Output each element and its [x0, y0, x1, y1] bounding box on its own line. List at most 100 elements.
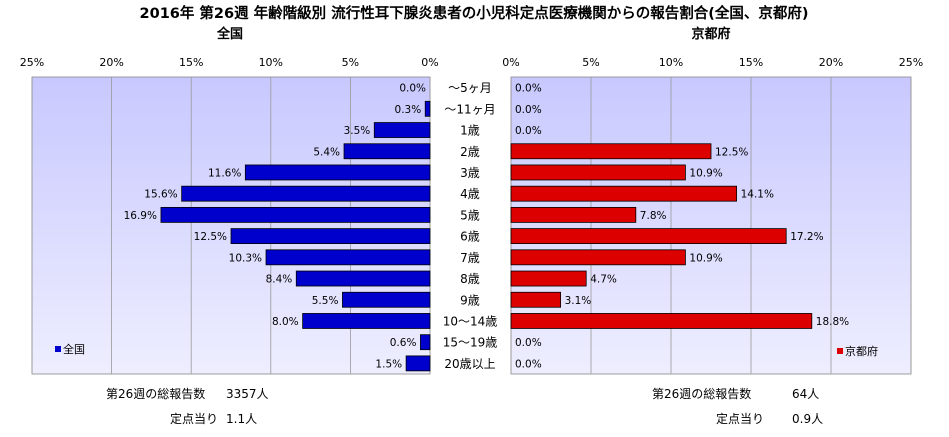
category-label: 7歳	[460, 251, 480, 265]
data-label-left: 8.0%	[272, 316, 299, 328]
category-label: 3歳	[460, 166, 480, 180]
total-value-left: 3357人	[226, 387, 269, 401]
bar-right	[510, 270, 587, 287]
data-label-right: 18.8%	[816, 316, 849, 328]
category-label: 9歳	[460, 293, 480, 307]
total-value-right: 64人	[792, 387, 819, 401]
tick-label-right: 25%	[899, 56, 923, 69]
bar-right	[510, 143, 712, 160]
panel-title-left: 全国	[216, 26, 243, 42]
legend-swatch-right	[837, 348, 843, 354]
category-label: 15～19歳	[443, 336, 498, 350]
data-label-left: 10.3%	[229, 252, 262, 264]
category-label: 8歳	[460, 272, 480, 286]
tick-label-left: 20%	[99, 56, 123, 69]
data-label-right: 0.0%	[515, 358, 542, 370]
bar-left	[302, 313, 431, 329]
bar-right	[510, 291, 561, 308]
tick-label-right: 15%	[739, 56, 763, 69]
bar-left	[244, 164, 431, 181]
bar-left	[230, 228, 431, 245]
bar-left	[420, 334, 431, 351]
data-label-left: 0.6%	[390, 337, 417, 349]
category-label: 4歳	[460, 187, 480, 201]
category-label: 1歳	[460, 124, 480, 138]
category-label: 20歳以上	[444, 357, 495, 371]
tick-label-right: 20%	[819, 56, 843, 69]
category-label: 2歳	[460, 145, 480, 159]
ticks-left: 25% 20% 15% 10% 5% 0%	[20, 56, 439, 69]
category-label: 10～14歳	[443, 314, 498, 328]
bar-right	[510, 228, 787, 245]
legend-label-right: 京都府	[845, 344, 878, 358]
category-label: 5歳	[460, 208, 480, 222]
legend-swatch-left	[55, 346, 61, 352]
bar-right	[510, 313, 813, 329]
data-label-left: 8.4%	[266, 274, 293, 286]
ticks-right: 0% 5% 10% 15% 20% 25%	[502, 56, 923, 69]
data-label-right: 7.8%	[640, 210, 667, 222]
data-label-left: 5.5%	[312, 295, 339, 307]
tick-label-left: 0%	[421, 56, 438, 69]
data-label-right: 17.2%	[790, 231, 823, 243]
data-label-left: 12.5%	[194, 231, 227, 243]
bar-left	[405, 355, 431, 372]
plot-area-left	[31, 76, 431, 375]
data-label-left: 3.5%	[344, 125, 371, 137]
data-label-right: 3.1%	[565, 295, 592, 307]
tick-label-right: 5%	[582, 56, 599, 69]
category-label: 6歳	[460, 230, 480, 244]
data-label-left: 5.4%	[313, 146, 340, 158]
tick-label-left: 15%	[179, 56, 203, 69]
bar-left	[342, 291, 431, 308]
chart-title: 2016年 第26週 年齢階級別 流行性耳下腺炎患者の小児科定点医療機関からの報…	[140, 4, 809, 22]
tick-label-left: 10%	[259, 56, 283, 69]
tick-label-left: 5%	[342, 56, 359, 69]
tick-label-right: 0%	[502, 56, 519, 69]
data-label-left: 0.0%	[399, 83, 426, 95]
bar-left	[373, 122, 431, 138]
category-labels: ～5ヶ月 ～11ヶ月 1歳 2歳 3歳 4歳 5歳 6歳 7歳 8歳 9歳 10～14歳 15～19歳 2…	[443, 81, 498, 371]
tick-label-left: 25%	[20, 56, 44, 69]
data-label-left: 11.6%	[208, 167, 241, 179]
bar-right	[510, 185, 738, 202]
bar-left	[265, 249, 431, 266]
per-value-left: 1.1人	[226, 412, 257, 426]
data-label-left: 0.3%	[395, 104, 422, 116]
bar-left	[181, 185, 431, 202]
data-labels-left: 0.0% 0.3% 3.5% 5.4% 11.6% 15.6% 16.9% 12.5%10.3…	[124, 83, 426, 371]
total-label-left: 第26週の総報告数	[106, 386, 205, 401]
data-label-left: 16.9%	[124, 210, 157, 222]
data-label-right: 12.5%	[715, 146, 748, 158]
data-label-right: 10.9%	[689, 167, 722, 179]
data-label-left: 15.6%	[144, 189, 177, 201]
total-label-right: 第26週の総報告数	[652, 386, 751, 401]
bars-right	[510, 143, 813, 329]
panel-title-right: 京都府	[691, 26, 730, 42]
category-label: ～11ヶ月	[444, 102, 495, 116]
data-label-right: 4.7%	[590, 274, 617, 286]
bar-right	[510, 249, 686, 266]
data-label-right: 14.1%	[741, 189, 774, 201]
category-label: ～5ヶ月	[448, 81, 492, 95]
bar-left	[160, 206, 431, 223]
bar-left	[295, 270, 431, 287]
bar-left	[343, 143, 431, 160]
plot-area-right	[510, 76, 912, 375]
data-label-right: 0.0%	[515, 337, 542, 349]
data-label-right: 0.0%	[515, 83, 542, 95]
per-label-left: 定点当り	[170, 411, 218, 426]
data-label-right: 0.0%	[515, 125, 542, 137]
data-label-right: 10.9%	[689, 252, 722, 264]
per-label-right: 定点当り	[716, 411, 764, 426]
bar-right	[510, 206, 637, 223]
data-label-right: 0.0%	[515, 104, 542, 116]
tick-label-right: 10%	[659, 56, 683, 69]
bars-left	[160, 100, 431, 372]
legend-label-left: 全国	[63, 342, 85, 356]
per-value-right: 0.9人	[792, 412, 823, 426]
data-label-left: 1.5%	[375, 358, 402, 370]
bar-right	[510, 164, 686, 181]
data-labels-right: 0.0% 0.0% 0.0% 12.5% 10.9% 14.1% 7.8% 17.2% 10.9…	[515, 83, 849, 371]
